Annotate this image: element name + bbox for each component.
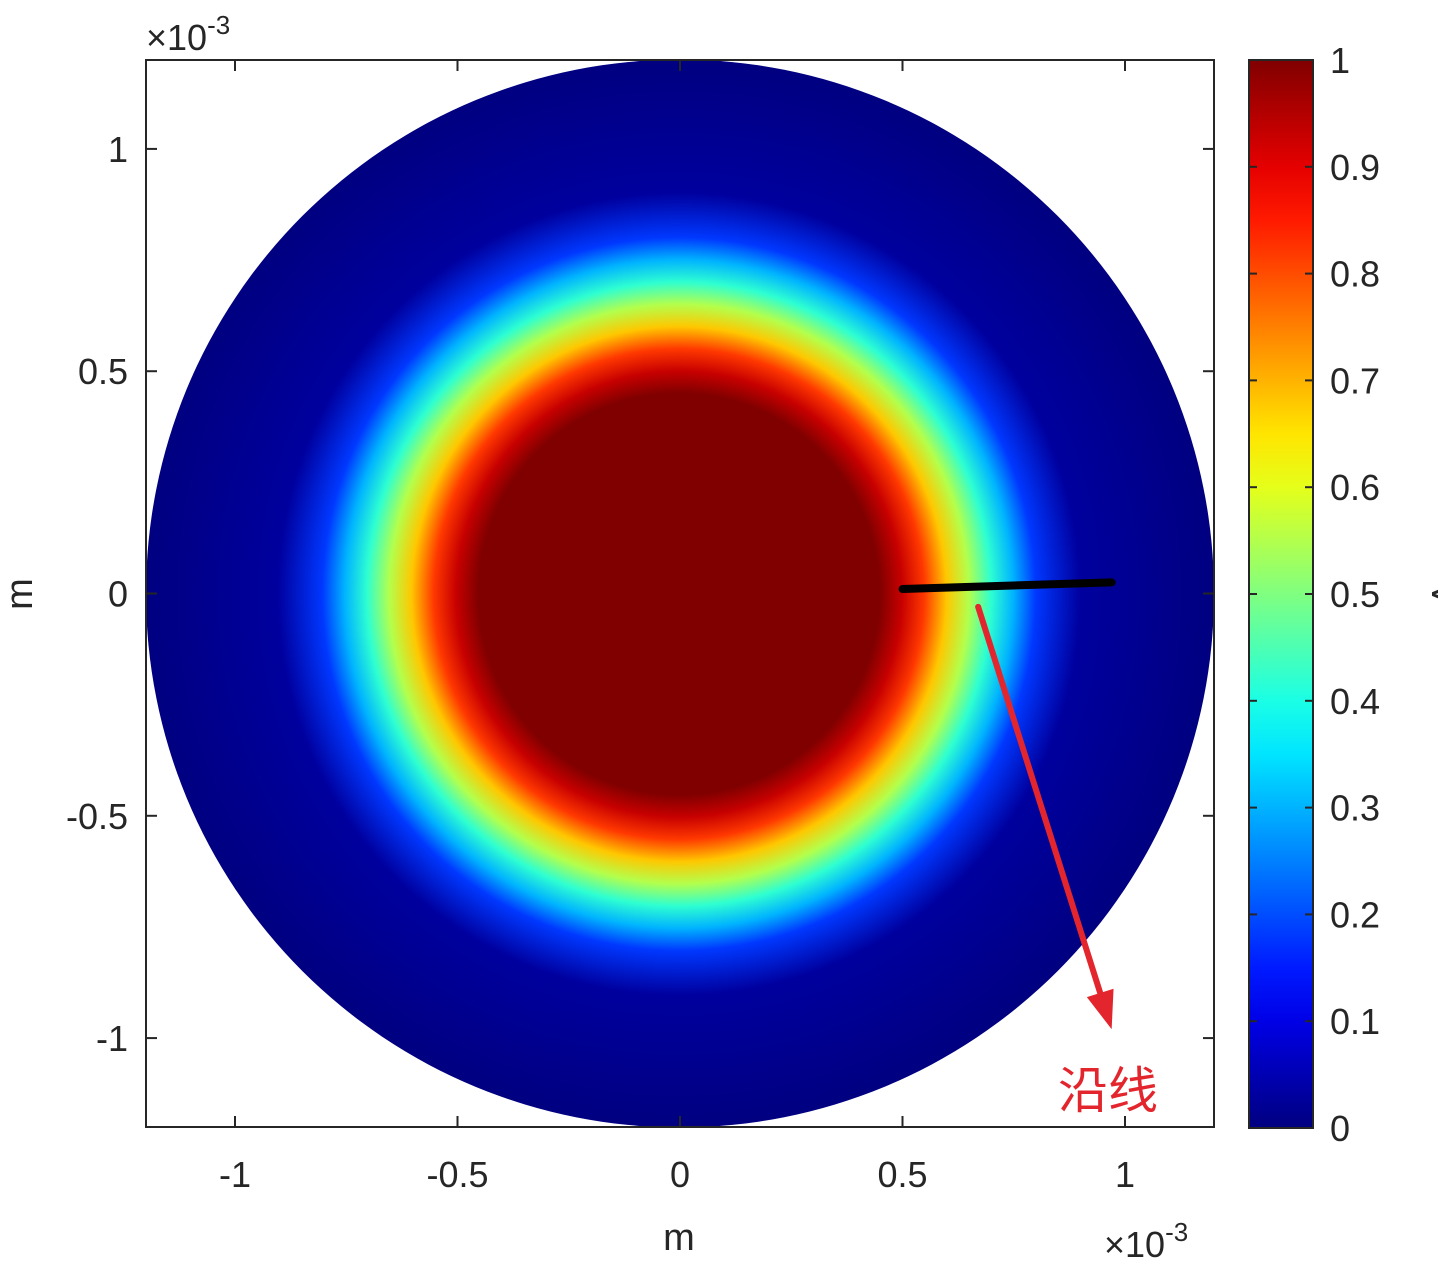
y-exponent-label: ×10-3 (146, 10, 230, 58)
colorbar-tick-label: 1 (1330, 40, 1350, 81)
colorbar-tick-label: 0.6 (1330, 467, 1380, 508)
annotation-arrowhead (1086, 988, 1114, 1030)
cutline (898, 578, 1116, 594)
colorbar-tick-label: 0.2 (1330, 894, 1380, 935)
colorbar-tick-label: 0.1 (1330, 1001, 1380, 1042)
annotation-label: 沿线 (1058, 1062, 1158, 1120)
colorbar-tick-label: 0.3 (1330, 788, 1380, 829)
colorbar-label: V (1423, 581, 1438, 607)
x-tick-label: -0.5 (426, 1154, 488, 1195)
y-axis-ticks: 1 0.5 0 -0.5 -1 (66, 129, 1214, 1059)
y-tick-label: 0.5 (78, 351, 128, 392)
colorbar-tick-label: 0.8 (1330, 254, 1380, 295)
colorbar (1248, 59, 1314, 1129)
colorbar-tick-label: 0.9 (1330, 147, 1380, 188)
x-tick-label: -1 (219, 1154, 251, 1195)
y-axis-label: m (0, 578, 41, 610)
x-tick-label: 1 (1115, 1154, 1135, 1195)
x-axis-label: m (663, 1217, 695, 1259)
x-axis-ticks: -1 -0.5 0 0.5 1 (219, 60, 1135, 1195)
y-tick-label: 1 (108, 129, 128, 170)
y-tick-label: -0.5 (66, 796, 128, 837)
field-disk (146, 60, 1214, 1127)
colorbar-tick-label: 0.4 (1330, 681, 1380, 722)
colorbar-ticks: 1 0.9 0.8 0.7 0.6 0.5 0.4 0.3 0.2 0.1 0 (1249, 40, 1380, 1149)
x-tick-label: 0.5 (877, 1154, 927, 1195)
colorbar-tick-label: 0.7 (1330, 360, 1380, 401)
annotation-arrow (975, 603, 1104, 996)
x-exponent-label: ×10-3 (1104, 1217, 1188, 1262)
colorbar-tick-label: 0.5 (1330, 574, 1380, 615)
y-tick-label: 0 (108, 574, 128, 615)
colorbar-tick-label: 0 (1330, 1108, 1350, 1149)
x-tick-label: 0 (670, 1154, 690, 1195)
y-tick-label: -1 (96, 1018, 128, 1059)
